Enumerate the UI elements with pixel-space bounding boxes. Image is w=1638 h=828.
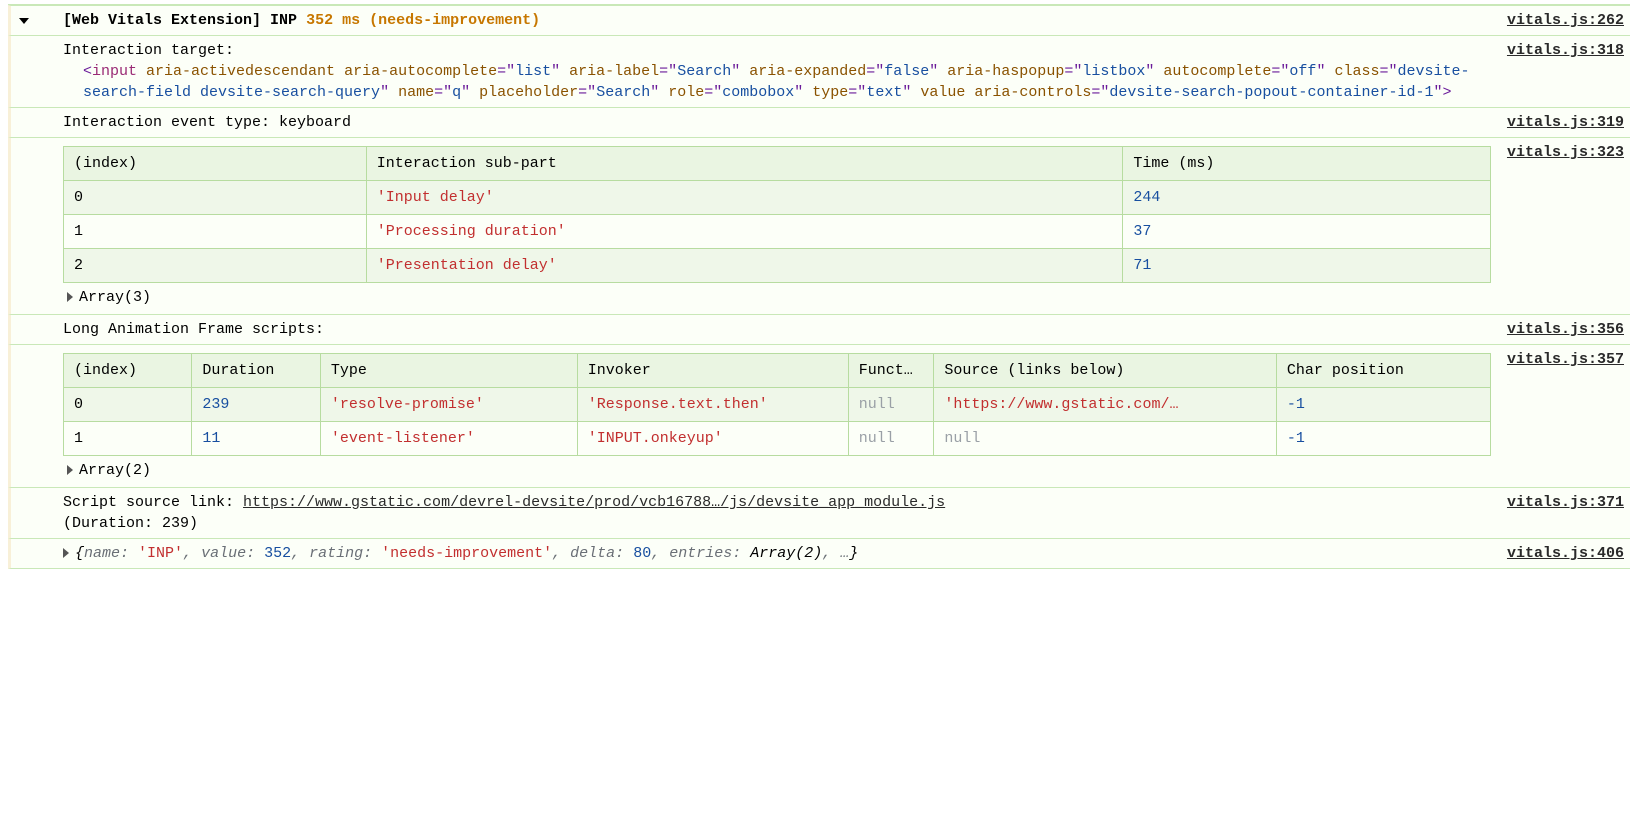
table-header: Invoker	[577, 354, 848, 388]
subpart-table: (index)Interaction sub-partTime (ms)0'In…	[63, 146, 1491, 283]
source-link[interactable]: vitals.js:319	[1507, 112, 1624, 133]
script-source-link[interactable]: https://www.gstatic.com/devrel-devsite/p…	[243, 494, 945, 511]
table-header: Char position	[1276, 354, 1490, 388]
interaction-target-label: Interaction target:	[63, 42, 234, 59]
table-header: Interaction sub-part	[366, 147, 1123, 181]
source-link[interactable]: vitals.js:262	[1507, 10, 1624, 31]
expand-triangle-icon[interactable]	[67, 292, 73, 302]
table-row: 1'Processing duration'37	[64, 215, 1491, 249]
table-header: Funct…	[848, 354, 934, 388]
table-row: 111'event-listener''INPUT.onkeyup'nullnu…	[64, 422, 1491, 456]
table-header: Time (ms)	[1123, 147, 1491, 181]
source-link[interactable]: vitals.js:371	[1507, 492, 1624, 513]
table-header: (index)	[64, 354, 192, 388]
laf-table: (index)DurationTypeInvokerFunct…Source (…	[63, 353, 1491, 456]
object-summary: {name: 'INP', value: 352, rating: 'needs…	[75, 545, 858, 562]
table-row: 2'Presentation delay'71	[64, 249, 1491, 283]
source-link[interactable]: vitals.js:357	[1507, 349, 1624, 370]
inp-metric: 352 ms (needs-improvement)	[306, 12, 540, 29]
script-source-row: Script source link: https://www.gstatic.…	[8, 487, 1630, 539]
event-type-row: Interaction event type: keyboard vitals.…	[8, 107, 1630, 138]
expand-triangle-icon[interactable]	[67, 465, 73, 475]
object-summary-row[interactable]: {name: 'INP', value: 352, rating: 'needs…	[8, 538, 1630, 569]
array-summary[interactable]: Array(2)	[63, 456, 1491, 483]
log-prefix: [Web Vitals Extension] INP	[63, 12, 297, 29]
table-header: (index)	[64, 147, 367, 181]
table-header: Duration	[192, 354, 320, 388]
expand-triangle-icon[interactable]	[63, 548, 69, 558]
table-header: Source (links below)	[934, 354, 1276, 388]
source-link[interactable]: vitals.js:356	[1507, 319, 1624, 340]
interaction-target-row: Interaction target: <input aria-activede…	[8, 35, 1630, 108]
interaction-target-html: <input aria-activedescendant aria-autoco…	[63, 61, 1491, 103]
disclosure-triangle-icon[interactable]	[19, 18, 29, 24]
event-type-text: Interaction event type: keyboard	[63, 112, 1491, 133]
source-link[interactable]: vitals.js:318	[1507, 40, 1624, 61]
console-log-group: [Web Vitals Extension] INP 352 ms (needs…	[8, 4, 1630, 569]
subpart-table-row: (index)Interaction sub-partTime (ms)0'In…	[8, 137, 1630, 315]
laf-table-row: (index)DurationTypeInvokerFunct…Source (…	[8, 344, 1630, 488]
laf-label-row: Long Animation Frame scripts: vitals.js:…	[8, 314, 1630, 345]
laf-label: Long Animation Frame scripts:	[63, 319, 1491, 340]
script-source-prefix: Script source link:	[63, 494, 243, 511]
table-row: 0'Input delay'244	[64, 181, 1491, 215]
table-row: 0239'resolve-promise''Response.text.then…	[64, 388, 1491, 422]
log-header-row[interactable]: [Web Vitals Extension] INP 352 ms (needs…	[8, 5, 1630, 36]
source-link[interactable]: vitals.js:323	[1507, 142, 1624, 163]
script-source-duration: (Duration: 239)	[63, 515, 198, 532]
array-summary[interactable]: Array(3)	[63, 283, 1491, 310]
source-link[interactable]: vitals.js:406	[1507, 543, 1624, 564]
table-header: Type	[320, 354, 577, 388]
